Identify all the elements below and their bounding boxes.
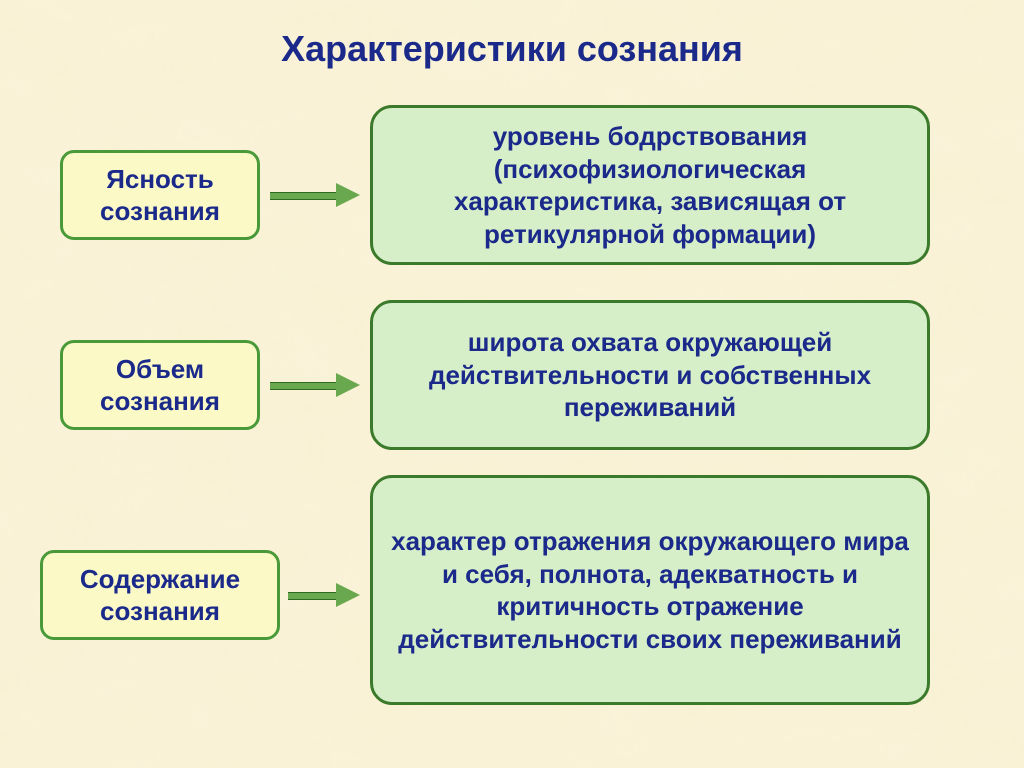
slide-title: Характеристики сознания: [0, 28, 1024, 70]
definition-box-1: широта охвата окружающей действительност…: [370, 300, 930, 450]
term-label-1: Объем сознания: [77, 353, 243, 418]
definition-label-0: уровень бодрствования (психофизиологичес…: [387, 120, 913, 250]
definition-label-2: характер отражения окружающего мира и се…: [387, 525, 913, 655]
term-label-0: Ясность сознания: [77, 163, 243, 228]
term-label-2: Содержание сознания: [57, 563, 263, 628]
definition-box-2: характер отражения окружающего мира и се…: [370, 475, 930, 705]
definition-box-0: уровень бодрствования (психофизиологичес…: [370, 105, 930, 265]
term-box-1: Объем сознания: [60, 340, 260, 430]
term-box-2: Содержание сознания: [40, 550, 280, 640]
definition-label-1: широта охвата окружающей действительност…: [387, 326, 913, 424]
term-box-0: Ясность сознания: [60, 150, 260, 240]
